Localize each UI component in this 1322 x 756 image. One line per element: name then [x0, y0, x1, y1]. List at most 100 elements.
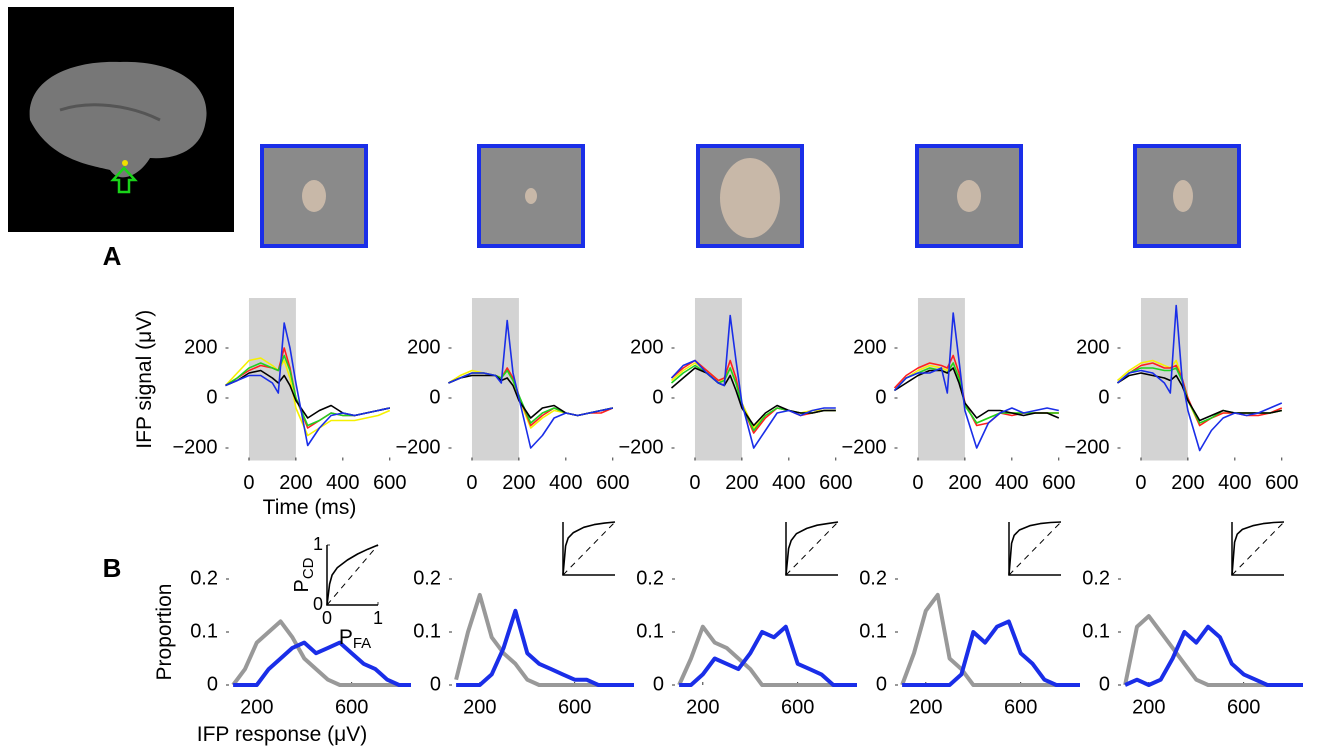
- y-axis-label: IFP signal (μV): [133, 310, 156, 449]
- x-tick-label: 600: [373, 472, 406, 494]
- y-tick-label: 0.1: [413, 620, 441, 642]
- x-tick-label: 200: [686, 696, 719, 718]
- x-axis-label-text: Time (ms): [263, 496, 357, 519]
- x-tick-label: 200: [1132, 696, 1165, 718]
- y-tick-label: 0.1: [190, 620, 218, 642]
- series-line: [679, 624, 857, 687]
- y-tick-label: 0.2: [636, 567, 664, 589]
- x-tick-label: 600: [1265, 472, 1298, 494]
- y-tick-label: −200: [1064, 436, 1109, 458]
- series-line: [454, 592, 634, 687]
- stimulus-shade: [1140, 298, 1188, 461]
- y-tick-label: 0.1: [636, 620, 664, 642]
- series-line: [670, 314, 836, 449]
- brain-image: [8, 7, 234, 232]
- series-line: [1231, 521, 1285, 576]
- series-line: [231, 619, 411, 687]
- x-tick-label: 0: [1135, 472, 1146, 494]
- x-axis-label-text: P: [339, 626, 353, 649]
- series-line: [233, 640, 411, 687]
- y-tick-label: 0: [430, 673, 441, 695]
- x-tick-label: 600: [781, 696, 814, 718]
- x-tick-label: 400: [326, 472, 359, 494]
- x-tick-label: 1: [373, 608, 383, 628]
- y-tick-label: −200: [618, 436, 663, 458]
- x-tick-label: 0: [466, 472, 477, 494]
- x-axis-label: Time (ms): [263, 496, 357, 519]
- x-axis-label-text: IFP response (μV): [197, 723, 367, 746]
- x-tick-label: 200: [463, 696, 496, 718]
- y-tick-label: −200: [395, 436, 440, 458]
- chance-diagonal: [326, 544, 379, 606]
- x-tick-label: 0: [689, 472, 700, 494]
- chance-diagonal: [562, 521, 616, 576]
- y-axis-label: Proportion: [153, 584, 176, 681]
- y-tick-label: 0: [876, 673, 887, 695]
- series-line: [456, 608, 634, 687]
- chance-diagonal: [1008, 521, 1062, 576]
- y-tick-label: 0: [313, 594, 323, 614]
- chance-diagonal: [785, 521, 839, 576]
- x-tick-label: 400: [1218, 472, 1251, 494]
- series-line: [224, 357, 391, 437]
- x-tick-label: 400: [549, 472, 582, 494]
- y-tick-label: 0.2: [1082, 567, 1110, 589]
- panel-label: B: [103, 553, 122, 583]
- y-tick-label: 0.2: [859, 567, 887, 589]
- x-tick-label: 400: [995, 472, 1028, 494]
- x-tick-label: 200: [1171, 472, 1204, 494]
- x-tick-label: 0: [322, 608, 332, 628]
- y-tick-label: 200: [1076, 336, 1109, 358]
- x-tick-label: 600: [819, 472, 852, 494]
- y-tick-label: 1: [313, 534, 323, 554]
- x-tick-label: 200: [909, 696, 942, 718]
- y-tick-label: 0.2: [413, 567, 441, 589]
- y-tick-label: 0: [875, 386, 886, 408]
- y-tick-label: −200: [172, 436, 217, 458]
- y-tick-label: 0: [652, 386, 663, 408]
- series-line: [1008, 521, 1062, 576]
- y-tick-label: −200: [841, 436, 886, 458]
- series-line: [677, 624, 857, 687]
- y-tick-label: 0: [1098, 386, 1109, 408]
- x-tick-label: 600: [558, 696, 591, 718]
- x-tick-label: 200: [948, 472, 981, 494]
- x-axis-label: PFA: [339, 626, 371, 652]
- x-axis-label-sub: FA: [353, 635, 371, 652]
- series-line: [326, 544, 379, 606]
- x-tick-label: 600: [1042, 472, 1075, 494]
- y-tick-label: 0: [429, 386, 440, 408]
- y-tick-label: 0: [653, 673, 664, 695]
- y-tick-label: 0.2: [190, 567, 218, 589]
- y-tick-label: 0: [207, 673, 218, 695]
- x-axis-label: IFP response (μV): [197, 723, 367, 746]
- series-line: [225, 322, 390, 447]
- panel-label: A: [103, 241, 122, 271]
- stimulus-shade: [248, 298, 296, 461]
- y-tick-label: 0: [206, 386, 217, 408]
- series-line: [1124, 624, 1303, 687]
- stimulus-shade: [471, 298, 519, 461]
- y-axis-label-text: P: [291, 579, 313, 592]
- y-tick-label: 0.1: [859, 620, 887, 642]
- y-axis-label-text: IFP signal (μV): [133, 310, 156, 449]
- series-line: [900, 592, 1080, 687]
- series-line: [562, 521, 616, 576]
- chance-diagonal: [1231, 521, 1285, 576]
- x-tick-label: 600: [335, 696, 368, 718]
- x-tick-label: 200: [240, 696, 273, 718]
- y-tick-label: 200: [630, 336, 663, 358]
- x-tick-label: 0: [912, 472, 923, 494]
- series-line: [1116, 304, 1283, 452]
- series-line: [785, 521, 839, 576]
- x-tick-label: 0: [243, 472, 254, 494]
- series-line: [1123, 614, 1303, 687]
- x-tick-label: 600: [1227, 696, 1260, 718]
- series-line: [1117, 372, 1282, 422]
- series-line: [902, 619, 1080, 687]
- x-tick-label: 400: [772, 472, 805, 494]
- series-line: [448, 319, 613, 449]
- series-line: [894, 367, 1060, 419]
- y-axis-label-sub: CD: [300, 557, 317, 579]
